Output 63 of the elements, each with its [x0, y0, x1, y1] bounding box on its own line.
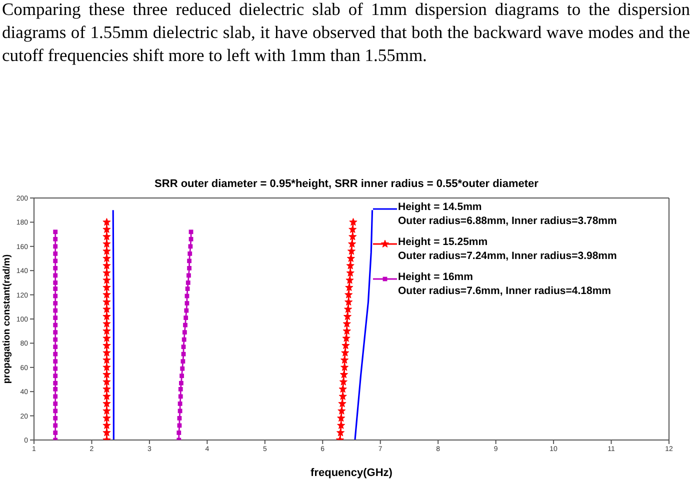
point: [184, 301, 190, 306]
point: [53, 330, 58, 335]
point: [182, 330, 187, 335]
x-axis-title: frequency(GHz): [310, 467, 393, 479]
point: [178, 394, 183, 399]
point: [53, 230, 58, 234]
y-axis-title: propagation constant(rad/m): [1, 254, 12, 384]
point: [53, 408, 58, 414]
point: [53, 258, 58, 264]
point: [188, 251, 192, 256]
point: [188, 236, 194, 242]
point: [53, 322, 58, 328]
point: [53, 416, 58, 420]
point: [53, 380, 58, 386]
point: [53, 402, 58, 406]
point: [186, 273, 191, 278]
point: [177, 416, 182, 420]
point: [180, 366, 185, 371]
point: [178, 386, 183, 392]
point: [53, 352, 58, 356]
point: [53, 344, 58, 350]
legend-label: Height = 15.25mm Outer radius=7.24mm, Inner radius=3.98mm: [398, 235, 617, 263]
point: [53, 266, 58, 270]
point: [53, 280, 58, 285]
legend-label: Height = 16mm Outer radius=7.6mm, Inner radius=4.18mm: [398, 270, 612, 298]
point: [187, 266, 192, 270]
point: [188, 244, 193, 249]
point: [181, 352, 186, 356]
point: [185, 286, 190, 291]
point: [178, 408, 182, 414]
point: [53, 366, 58, 371]
point: [53, 301, 58, 306]
point: [53, 294, 58, 298]
legend-label: Height = 14.5mm Outer radius=6.88mm, Inner radius=3.78mm: [398, 200, 617, 228]
point: [53, 394, 58, 399]
point: [53, 423, 58, 428]
point: [183, 322, 188, 328]
point: [53, 244, 58, 249]
point: [53, 286, 58, 291]
point: [180, 359, 186, 364]
point: [53, 308, 58, 313]
chart-title: SRR outer diameter = 0.95*height, SRR inner radius = 0.55*outer diameter: [154, 178, 540, 190]
point: [53, 251, 58, 256]
point: [188, 230, 194, 234]
point: [182, 337, 186, 342]
point: [179, 380, 184, 386]
point: [181, 344, 186, 350]
point: [180, 374, 184, 378]
point: [184, 308, 189, 313]
point: [176, 430, 182, 435]
point: [53, 273, 58, 278]
point: [53, 386, 58, 392]
point: [53, 430, 58, 435]
point: [53, 374, 58, 378]
point: [53, 236, 58, 242]
point: [53, 316, 58, 320]
point: [53, 337, 58, 342]
point: [178, 402, 182, 406]
point: [187, 258, 192, 264]
point: [184, 316, 188, 320]
text: Comparing these three reduced dielectric slab of 1mm dispersion diagrams to the dispersion diagrams of 1.55mm dielectric slab, it have observed that both the backward wave modes and the cutoff frequencies shift more to left with 1mm than 1.55mm.: [2, 0, 690, 67]
point: [53, 359, 58, 364]
point: [186, 280, 190, 285]
